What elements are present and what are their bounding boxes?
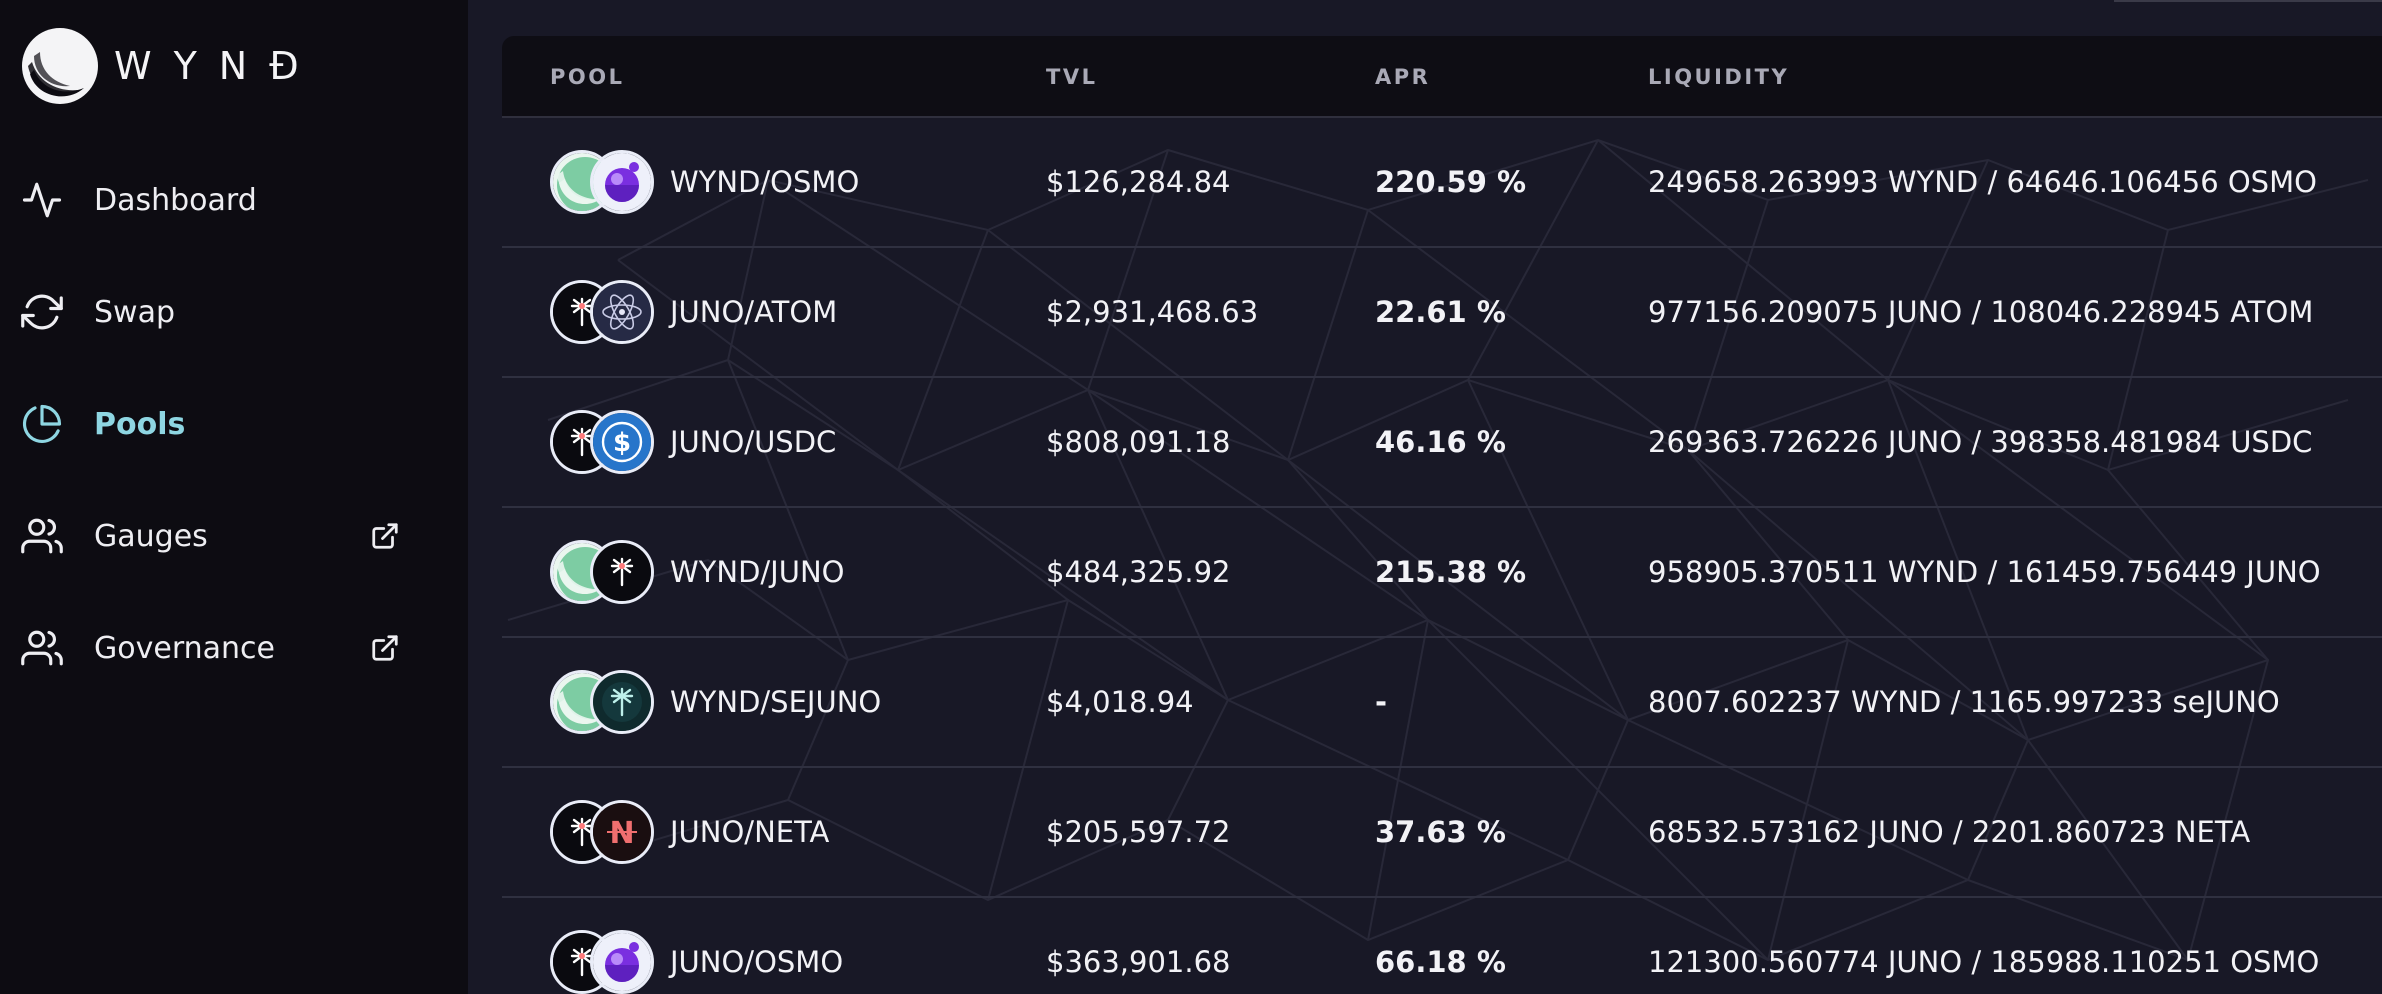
liquidity-value: 121300.560774 JUNO / 185988.110251 OSMO: [1648, 898, 2319, 994]
svg-text:$: $: [613, 428, 631, 458]
pie-chart-icon: [20, 402, 64, 446]
token-pair-icons: [550, 927, 654, 994]
tvl-value: $126,284.84: [1046, 118, 1231, 246]
nav-item-gauges[interactable]: Gauges: [0, 480, 468, 592]
tvl-value: $4,018.94: [1046, 638, 1194, 766]
top-divider: [2114, 0, 2382, 2]
apr-value: 22.61 %: [1375, 248, 1506, 376]
tvl-value: $363,901.68: [1046, 898, 1231, 994]
pool-name: JUNO/OSMO: [670, 945, 843, 979]
nav-item-swap[interactable]: Swap: [0, 256, 468, 368]
apr-value: 46.16 %: [1375, 378, 1506, 506]
apr-value: 220.59 %: [1375, 118, 1526, 246]
pool-name: JUNO/USDC: [670, 425, 836, 459]
table-header: POOL TVL APR LIQUIDITY: [502, 36, 2382, 118]
token-pair-icons: [550, 537, 654, 607]
liquidity-value: 68532.573162 JUNO / 2201.860723 NETA: [1648, 768, 2250, 896]
table-row[interactable]: WYND/SEJUNO $4,018.94 - 8007.602237 WYND / …: [502, 638, 2382, 768]
sejuno-token-icon: [590, 670, 654, 734]
table-row[interactable]: $ JUNO/USDC $808,091.18 46.16 % 269363.72622…: [502, 378, 2382, 508]
nav-label-swap: Swap: [94, 295, 175, 330]
apr-value: -: [1375, 638, 1387, 766]
header-apr[interactable]: APR: [1375, 36, 1430, 118]
apr-value: 66.18 %: [1375, 898, 1506, 994]
header-liquidity[interactable]: LIQUIDITY: [1648, 36, 1789, 118]
users-icon: [20, 514, 64, 558]
nav-item-governance[interactable]: Governance: [0, 592, 468, 704]
tvl-value: $205,597.72: [1046, 768, 1231, 896]
table-row[interactable]: N JUNO/NETA $205,597.72 37.63 % 68532.573162…: [502, 768, 2382, 898]
pool-cell: WYND/JUNO: [550, 508, 844, 636]
tvl-value: $484,325.92: [1046, 508, 1231, 636]
pool-cell: WYND/SEJUNO: [550, 638, 881, 766]
liquidity-value: 269363.726226 JUNO / 398358.481984 USDC: [1648, 378, 2312, 506]
brand[interactable]: WYNĐ: [20, 26, 321, 106]
table-row[interactable]: JUNO/OSMO $363,901.68 66.18 % 121300.560774…: [502, 898, 2382, 994]
main-content: POOL TVL APR LIQUIDITY WYND/OSMO $126,284…: [468, 0, 2382, 994]
svg-text:N: N: [609, 816, 634, 851]
token-pair-icons: N: [550, 797, 654, 867]
token-pair-icons: [550, 667, 654, 737]
table-row[interactable]: WYND/OSMO $126,284.84 220.59 % 249658.26399…: [502, 118, 2382, 248]
nav-label-pools: Pools: [94, 407, 185, 442]
neta-token-icon: N: [590, 800, 654, 864]
header-tvl[interactable]: TVL: [1046, 36, 1097, 118]
liquidity-value: 249658.263993 WYND / 64646.106456 OSMO: [1648, 118, 2317, 246]
header-pool[interactable]: POOL: [550, 36, 624, 118]
tvl-value: $808,091.18: [1046, 378, 1231, 506]
liquidity-value: 958905.370511 WYND / 161459.756449 JUNO: [1648, 508, 2321, 636]
apr-value: 215.38 %: [1375, 508, 1526, 636]
table-body: WYND/OSMO $126,284.84 220.59 % 249658.26399…: [502, 118, 2382, 994]
pool-cell: WYND/OSMO: [550, 118, 859, 246]
apr-value: 37.63 %: [1375, 768, 1506, 896]
pool-name: WYND/SEJUNO: [670, 685, 881, 719]
liquidity-value: 977156.209075 JUNO / 108046.228945 ATOM: [1648, 248, 2313, 376]
pool-name: WYND/JUNO: [670, 555, 844, 589]
external-link-icon[interactable]: [370, 633, 400, 663]
osmo-token-icon: [590, 930, 654, 994]
users-icon: [20, 626, 64, 670]
nav-label-dashboard: Dashboard: [94, 183, 257, 218]
atom-token-icon: [590, 280, 654, 344]
juno-token-icon: [590, 540, 654, 604]
brand-name: WYNĐ: [114, 44, 321, 88]
sidebar: WYNĐ Dashboard Swap Pools Gauges: [0, 0, 468, 994]
nav-label-governance: Governance: [94, 631, 275, 666]
tvl-value: $2,931,468.63: [1046, 248, 1258, 376]
pools-table: POOL TVL APR LIQUIDITY WYND/OSMO $126,284…: [502, 36, 2382, 994]
token-pair-icons: [550, 147, 654, 217]
external-link-icon[interactable]: [370, 521, 400, 551]
liquidity-value: 8007.602237 WYND / 1165.997233 seJUNO: [1648, 638, 2280, 766]
main-nav: Dashboard Swap Pools Gauges: [0, 144, 468, 704]
token-pair-icons: [550, 277, 654, 347]
activity-icon: [20, 178, 64, 222]
pool-cell: $ JUNO/USDC: [550, 378, 836, 506]
pool-cell: JUNO/OSMO: [550, 898, 843, 994]
refresh-icon: [20, 290, 64, 334]
token-pair-icons: $: [550, 407, 654, 477]
table-row[interactable]: WYND/JUNO $484,325.92 215.38 % 958905.37051…: [502, 508, 2382, 638]
pool-name: WYND/OSMO: [670, 165, 859, 199]
pool-cell: JUNO/ATOM: [550, 248, 837, 376]
usdc-token-icon: $: [590, 410, 654, 474]
table-row[interactable]: JUNO/ATOM $2,931,468.63 22.61 % 977156.2090…: [502, 248, 2382, 378]
wynd-logo-icon: [20, 26, 100, 106]
nav-label-gauges: Gauges: [94, 519, 208, 554]
nav-item-pools[interactable]: Pools: [0, 368, 468, 480]
pool-name: JUNO/NETA: [670, 815, 829, 849]
osmo-token-icon: [590, 150, 654, 214]
pool-cell: N JUNO/NETA: [550, 768, 829, 896]
pool-name: JUNO/ATOM: [670, 295, 837, 329]
nav-item-dashboard[interactable]: Dashboard: [0, 144, 468, 256]
